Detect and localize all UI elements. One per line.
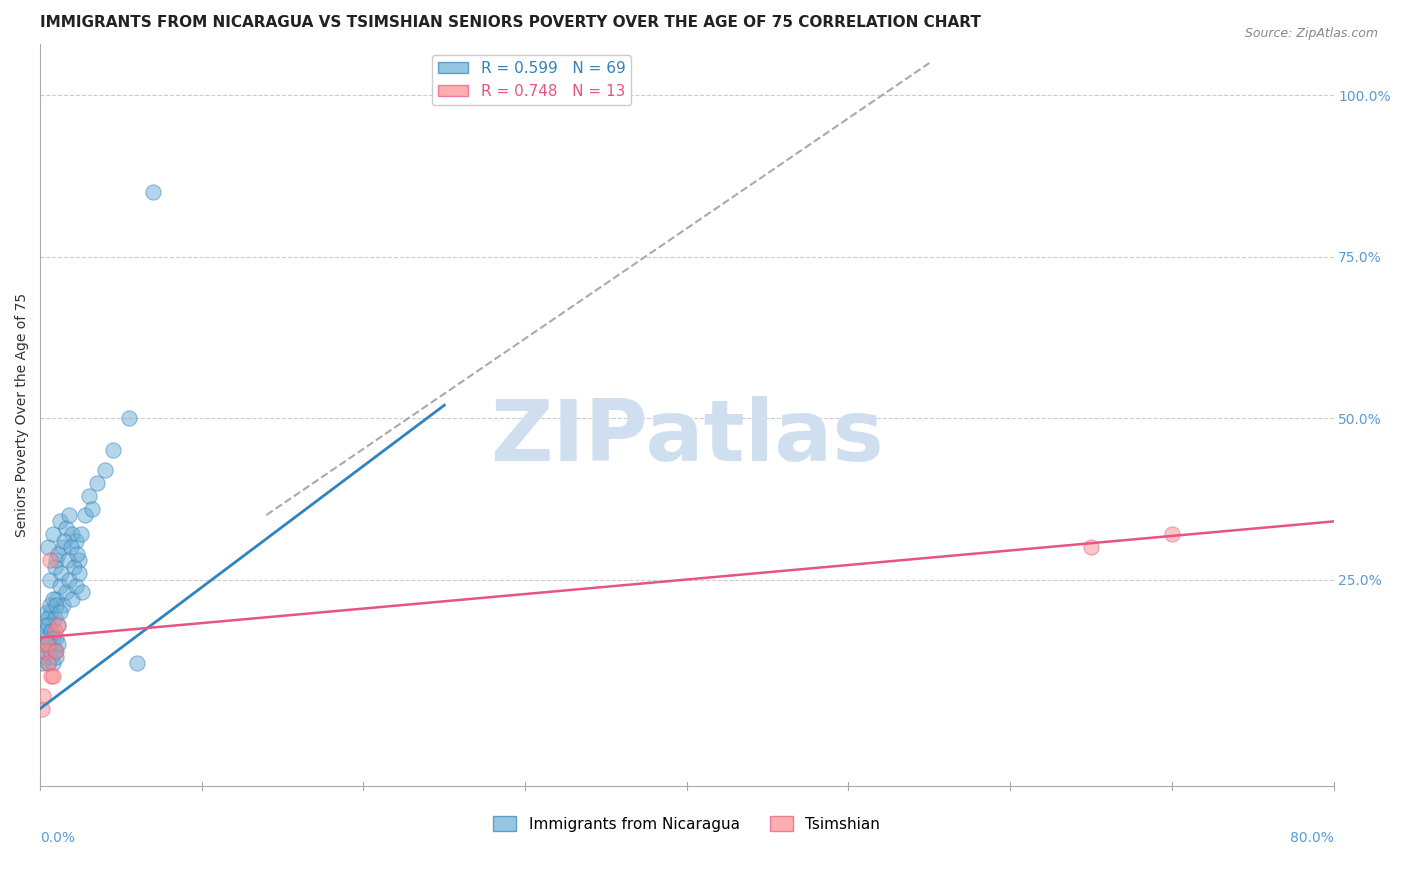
Point bbox=[44, 611, 66, 625]
Point bbox=[44, 643, 66, 657]
Point bbox=[37, 657, 59, 671]
Point bbox=[56, 553, 79, 567]
Point bbox=[45, 631, 67, 645]
Point bbox=[45, 643, 67, 657]
Point bbox=[38, 599, 60, 613]
Point bbox=[75, 508, 97, 522]
Point bbox=[46, 617, 69, 632]
Point bbox=[46, 547, 69, 561]
Point bbox=[55, 585, 77, 599]
Point bbox=[37, 611, 59, 625]
Point bbox=[37, 617, 59, 632]
Point bbox=[35, 637, 58, 651]
Point bbox=[48, 605, 70, 619]
Point bbox=[1080, 540, 1102, 554]
Point bbox=[65, 533, 87, 548]
Point bbox=[62, 527, 84, 541]
Text: Source: ZipAtlas.com: Source: ZipAtlas.com bbox=[1244, 27, 1378, 40]
Point bbox=[44, 559, 66, 574]
Point bbox=[31, 657, 53, 671]
Point bbox=[32, 643, 55, 657]
Text: ZIPatlas: ZIPatlas bbox=[489, 396, 884, 479]
Point bbox=[67, 553, 90, 567]
Point bbox=[45, 650, 67, 665]
Point bbox=[86, 475, 108, 490]
Point bbox=[62, 591, 84, 606]
Point bbox=[34, 643, 56, 657]
Point bbox=[32, 689, 55, 703]
Point bbox=[34, 617, 56, 632]
Text: 80.0%: 80.0% bbox=[1289, 830, 1333, 845]
Point bbox=[52, 599, 75, 613]
Point bbox=[31, 701, 53, 715]
Point bbox=[41, 669, 63, 683]
Point bbox=[37, 657, 59, 671]
Point bbox=[42, 631, 65, 645]
Text: 0.0%: 0.0% bbox=[41, 830, 75, 845]
Point bbox=[66, 547, 89, 561]
Point bbox=[52, 540, 75, 554]
Point bbox=[38, 643, 60, 657]
Point bbox=[38, 553, 60, 567]
Point bbox=[69, 527, 91, 541]
Point bbox=[46, 637, 69, 651]
Point bbox=[37, 540, 59, 554]
Point bbox=[46, 617, 69, 632]
Point bbox=[35, 637, 58, 651]
Point bbox=[58, 573, 80, 587]
Point bbox=[70, 585, 93, 599]
Point bbox=[42, 669, 65, 683]
Point bbox=[42, 527, 65, 541]
Point bbox=[1160, 527, 1182, 541]
Point bbox=[53, 533, 76, 548]
Point bbox=[41, 650, 63, 665]
Point bbox=[94, 463, 117, 477]
Point bbox=[44, 643, 66, 657]
Point bbox=[38, 573, 60, 587]
Point bbox=[38, 637, 60, 651]
Point bbox=[32, 637, 55, 651]
Point bbox=[41, 605, 63, 619]
Point bbox=[42, 657, 65, 671]
Point bbox=[45, 553, 67, 567]
Point bbox=[55, 521, 77, 535]
Y-axis label: Seniors Poverty Over the Age of 75: Seniors Poverty Over the Age of 75 bbox=[15, 293, 30, 537]
Point bbox=[77, 489, 100, 503]
Point bbox=[63, 559, 86, 574]
Point bbox=[58, 508, 80, 522]
Point bbox=[80, 501, 103, 516]
Point bbox=[41, 624, 63, 639]
Point bbox=[118, 411, 141, 425]
Point bbox=[101, 443, 124, 458]
Point bbox=[45, 591, 67, 606]
Point bbox=[34, 624, 56, 639]
Point bbox=[45, 599, 67, 613]
Point bbox=[142, 185, 165, 199]
Point bbox=[35, 605, 58, 619]
Point bbox=[59, 540, 82, 554]
Legend: Immigrants from Nicaragua, Tsimshian: Immigrants from Nicaragua, Tsimshian bbox=[488, 810, 886, 838]
Point bbox=[35, 631, 58, 645]
Point bbox=[48, 579, 70, 593]
Point bbox=[41, 624, 63, 639]
Point bbox=[67, 566, 90, 580]
Point bbox=[49, 566, 72, 580]
Point bbox=[44, 624, 66, 639]
Point bbox=[65, 579, 87, 593]
Point bbox=[48, 515, 70, 529]
Point bbox=[34, 650, 56, 665]
Point bbox=[127, 657, 149, 671]
Text: IMMIGRANTS FROM NICARAGUA VS TSIMSHIAN SENIORS POVERTY OVER THE AGE OF 75 CORREL: IMMIGRANTS FROM NICARAGUA VS TSIMSHIAN S… bbox=[41, 15, 981, 30]
Point bbox=[42, 591, 65, 606]
